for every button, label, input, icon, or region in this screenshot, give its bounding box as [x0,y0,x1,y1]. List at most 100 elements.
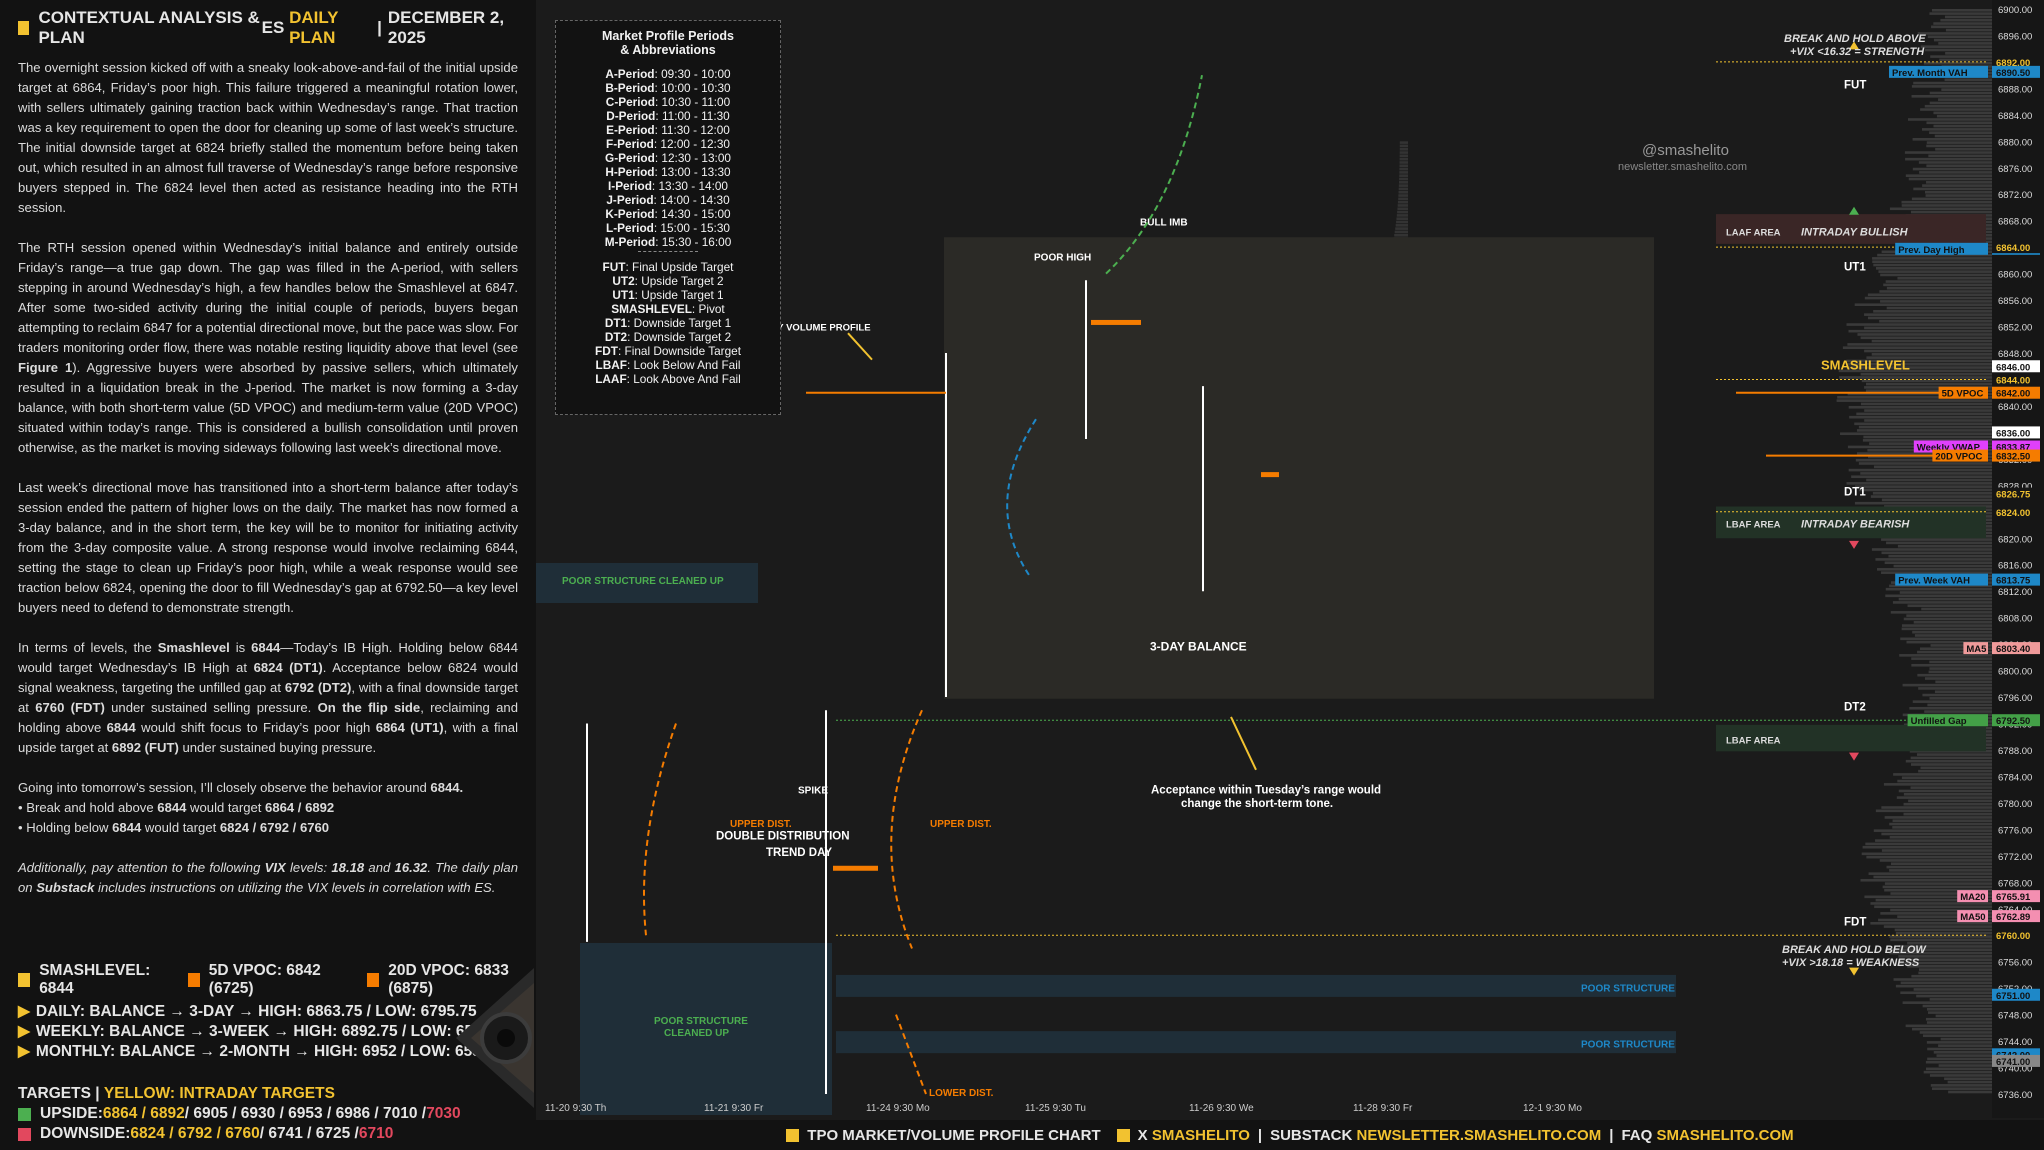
x-handle-link[interactable]: SMASHELITO [1151,1126,1250,1144]
level-name-box [1957,890,1988,903]
volume-bar [1924,710,1992,713]
level-name: MA20 [1960,892,1985,903]
vix-below-label: +VIX >18.18 = WEAKNESS [1782,957,1920,969]
level-name: Prev. Week VAH [1898,576,1970,587]
x-tick-label: 11-25 9:30 Tu [1025,1103,1086,1114]
volume-bar [1911,197,1992,201]
three-day-balance-label: 3-DAY BALANCE [1150,640,1247,654]
y-tick-label: 6768.00 [1998,878,2032,889]
volume-bar [1926,144,1992,148]
volume-bar [1903,617,1992,621]
x-tick-label: 12-1 9:30 Mo [1523,1103,1582,1114]
volume-bar [1921,607,1992,611]
level-price-box [1992,505,2040,518]
vix-note: Additionally, pay attention to the follo… [18,860,518,895]
vpoc5-value: 5D VPOC: 6842 (6725) [208,962,321,997]
volume-bar [1914,634,1992,637]
y-tick-label: 6756.00 [1998,958,2032,969]
volume-bar [1902,1001,1992,1004]
laaf-area [1716,214,1986,244]
volume-bar [1938,1044,1992,1047]
substack-link[interactable]: NEWSLETTER.SMASHELITO.COM [1356,1126,1602,1144]
volume-bar [1903,802,1992,806]
faq-link[interactable]: SMASHELITO.COM [1656,1126,1794,1144]
volume-bar [1868,872,1992,875]
legend-abbrevs: FUT: Final Upside Target UT2: Upside Targ… [556,260,780,386]
volume-bar [1924,104,1992,108]
upside-label: UPSIDE: [40,1105,103,1122]
volume-bar [1926,1021,1992,1024]
vpoc-marker [1091,319,1141,325]
volume-bar [1875,558,1992,561]
legend-abbrev-item: FDT: Final Downside Target [595,344,741,358]
volume-bar [1881,806,1992,809]
down-triangle-icon [1849,752,1859,761]
volume-bar [1854,485,1992,488]
eye-logo-icon [456,968,534,1108]
volume-profile-bar [1396,220,1408,224]
volume-bar [1948,1090,1992,1094]
volume-bar [1897,276,1992,280]
bull-imb-label: BULL IMB [1140,217,1188,228]
poor-structure-cleaned-label: POOR STRUCTURE [654,1016,748,1027]
level-name: Prev. Month VAH [1892,68,1968,79]
volume-bar [1865,382,1992,386]
volume-bar [1846,366,1992,369]
balance-arc [1006,418,1037,579]
legend-period-item: L-Period: 15:00 - 15:30 [606,221,730,235]
y-tick-label: 6896.00 [1998,31,2032,42]
upside-final: 7030 [426,1105,461,1122]
upper-dist-label: UPPER DIST. [730,819,792,830]
y-tick-label: 6872.00 [1998,190,2032,201]
volume-bar [1880,273,1992,277]
monthly-trend: MONTHLY: BALANCE → 2-MONTH → HIGH: 6952 … [35,1043,490,1060]
volume-profile-bar [1399,144,1408,148]
volume-bar [1910,763,1992,766]
volume-bar [1900,991,1992,995]
spike-label: SPIKE [798,786,828,797]
volume-bar [1860,878,1992,882]
volume-bar [1860,336,1992,340]
volume-bar [1911,657,1992,660]
level-name-box [1907,714,1988,727]
volume-bar [1918,769,1992,773]
legend-period-item: D-Period: 11:00 - 11:30 [606,109,730,123]
level-price: 6803.40 [1996,644,2030,655]
volume-bar [1867,455,1992,459]
plan-date: DECEMBER 2, 2025 [387,8,505,47]
legend-period-item: A-Period: 09:30 - 10:00 [605,67,731,81]
target-label-dt1: DT1 [1844,486,1866,498]
volume-bar [1935,1014,1992,1018]
volume-bar [1916,753,1992,756]
volume-bar [1930,1084,1992,1087]
legend-abbrev-item: LAAF: Look Above And Fail [595,372,741,386]
x-tick-label: 11-26 9:30 We [1189,1103,1254,1114]
pointer-arrow [847,332,873,361]
volume-bar [1858,488,1992,492]
level-price-box [1992,386,2040,399]
y-tick-label: 6784.00 [1998,772,2032,783]
legend-period-item: G-Period: 12:30 - 13:00 [605,151,731,165]
volume-bar [1880,300,1992,303]
up-triangle-icon [1849,206,1859,215]
volume-bar [1866,356,1992,359]
volume-bar [1870,902,1992,905]
volume-bar [1898,955,1992,958]
volume-bar [1905,174,1992,177]
current-price-box [1992,360,2040,373]
volume-bar [1918,971,1992,975]
volume-bar [1923,61,1992,65]
paragraph-outlook: Going into tomorrow’s session, I’ll clos… [18,780,464,795]
volume-bar [1873,310,1992,313]
vpoc5-square-icon [187,973,200,987]
volume-profile-bar [1399,171,1408,174]
upside-square-icon [18,1107,31,1121]
volume-bar [1907,964,1992,968]
volume-bar [1906,614,1992,617]
volume-bar [1873,829,1992,832]
volume-bar [1871,353,1992,356]
volume-bar [1861,852,1992,856]
legend-period-item: J-Period: 14:00 - 14:30 [606,193,730,207]
volume-bar [1862,439,1992,442]
target-label-fdt: FDT [1844,916,1866,928]
